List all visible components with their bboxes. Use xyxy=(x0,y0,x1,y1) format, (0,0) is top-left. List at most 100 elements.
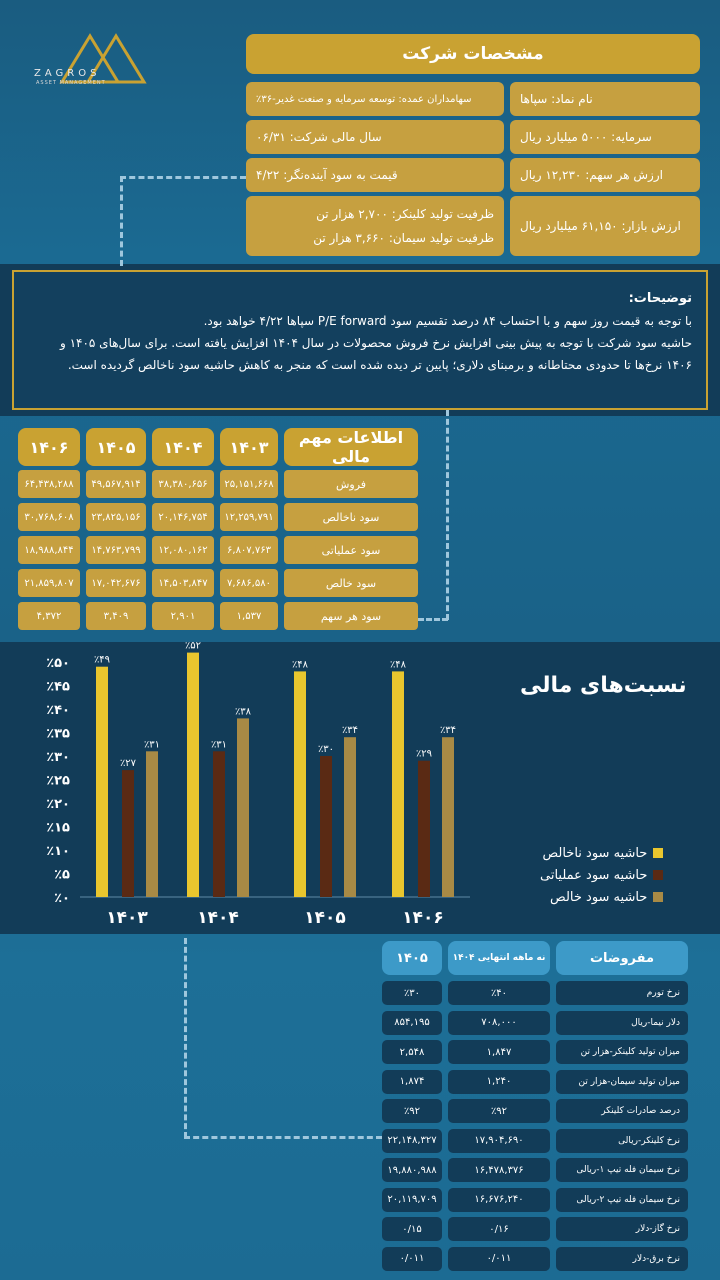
spec-market-value: ارزش بازار: ۶۱,۱۵۰ میلیارد ریال xyxy=(510,196,700,256)
bar-data-label: ٪۴۸ xyxy=(292,659,309,670)
bar-data-label: ٪۳۴ xyxy=(342,725,358,736)
bar xyxy=(392,671,404,897)
bar xyxy=(122,770,134,897)
fin-cell-value: ۴۹,۵۶۷,۹۱۴ xyxy=(86,470,146,498)
assumption-value-1405: ۱,۸۷۴ xyxy=(382,1069,442,1094)
assumption-label: میزان تولید کلینکر-هزار تن xyxy=(556,1040,688,1064)
bar xyxy=(344,737,356,897)
explanation-line: ۱۴۰۶ نرخ‌ها تا حدودی محتاطانه و برمبنای … xyxy=(67,358,692,372)
spec-capital: سرمایه: ۵۰۰۰ میلیارد ریال xyxy=(510,120,700,154)
assumption-label: نرخ گاز-دلار xyxy=(556,1217,688,1241)
financial-ratios-chart: ٪۰ ٪۵ ٪۱۰ ٪۱۵ ٪۲۰ ٪۲۵ ٪۳۰ ٪۳۵ ٪۴۰ ٪۴۵ ٪۵۰ ٪۴۹ ٪۲۷ ٪۳۱… xyxy=(46,642,470,928)
assumption-value-1405: ۲,۵۴۸ xyxy=(382,1040,442,1064)
legend-swatch xyxy=(653,870,664,880)
fin-row-label: سود خالص xyxy=(284,569,418,597)
fin-year-header: ۱۴۰۵ xyxy=(86,428,146,466)
fin-row-label: فروش xyxy=(284,470,418,498)
bar-data-label: ٪۲۷ xyxy=(120,758,137,769)
logo-subtitle: ASSET MANAGEMENT xyxy=(36,80,106,86)
spec-title: مشخصات شرکت xyxy=(246,34,700,74)
assumption-label: درصد صادرات کلینکر xyxy=(556,1099,688,1123)
fin-cell-value: ۲۰,۱۴۶,۷۵۴ xyxy=(152,503,214,531)
spec-fiscal-year: سال مالی شرکت: ۰۶/۳۱ xyxy=(246,120,504,154)
spec-capacity-box: ظرفیت تولید کلینکر: ۲,۷۰۰ هزار تن ظرفیت … xyxy=(246,196,504,256)
fin-cell-value: ۱۴,۷۶۳,۷۹۹ xyxy=(86,536,146,564)
fin-table-header: اطلاعات مهم مالی xyxy=(284,428,418,466)
y-tick-label: ٪۱۰ xyxy=(46,844,70,859)
fin-cell-value: ۲۵,۱۵۱,۶۶۸ xyxy=(220,470,278,498)
legend-swatch xyxy=(653,892,664,902)
fin-cell-value: ۲۱,۸۵۹,۸۰۷ xyxy=(18,569,80,597)
chart-title: نسبت‌های مالی xyxy=(520,673,687,698)
spec-shareholders: سهامداران عمده: توسعه سرمایه و صنعت غدیر… xyxy=(246,82,504,116)
assumptions-header: مفروضات xyxy=(556,941,688,975)
fin-year-header: ۱۴۰۴ xyxy=(152,428,214,466)
assumption-label: نرخ کلینکر-ریالی xyxy=(556,1128,688,1153)
explanation-line: حاشیه سود شرکت با توجه به پیش بینی افزای… xyxy=(59,336,692,350)
assumption-value-1404: ۰/۱۶ xyxy=(448,1217,550,1241)
bar-data-label: ٪۲۹ xyxy=(416,749,432,760)
fin-cell-value: ۱۴,۵۰۳,۸۴۷ xyxy=(152,569,214,597)
bar-data-label: ٪۴۹ xyxy=(94,655,110,666)
assumption-label: نرخ سیمان فله تیپ ۲-ریالی xyxy=(556,1187,688,1212)
fin-cell-value: ۱,۵۳۷ xyxy=(220,602,278,630)
fin-cell-value: ۳,۴۰۹ xyxy=(86,602,146,630)
assumptions-col-header: ۱۴۰۵ xyxy=(382,941,442,975)
connector-line xyxy=(446,410,449,620)
spec-share-value: ارزش هر سهم: ۱۲,۲۳۰ ریال xyxy=(510,158,700,192)
fin-row-label: سود ناخالص xyxy=(284,503,418,531)
explanation-box: توضیحات: با توجه به قیمت روز سهم و با اح… xyxy=(12,270,708,410)
assumption-value-1404: ۱,۲۴۰ xyxy=(448,1069,550,1094)
assumption-value-1405: ۸۵۴,۱۹۵ xyxy=(382,1010,442,1035)
bar-data-label: ٪۳۰ xyxy=(318,744,334,755)
bar-data-label: ٪۵۲ xyxy=(185,642,201,652)
legend-item: حاشیه سود ناخالص xyxy=(540,842,664,864)
chart-band xyxy=(0,642,720,934)
bar xyxy=(442,737,454,897)
fin-cell-value: ۷,۶۸۶,۵۸۰ xyxy=(220,569,278,597)
legend-item: حاشیه سود خالص xyxy=(540,886,664,908)
legend-label: حاشیه سود ناخالص xyxy=(542,845,648,861)
x-tick-label: ۱۴۰۶ xyxy=(402,908,444,928)
y-tick-label: ٪۳۵ xyxy=(46,727,70,742)
fin-cell-value: ۶,۸۰۷,۷۶۳ xyxy=(220,536,278,564)
assumption-value-1404: ۷۰۸,۰۰۰ xyxy=(448,1010,550,1035)
y-tick-label: ٪۰ xyxy=(54,891,70,906)
spec-cement-capacity: ظرفیت تولید سیمان: ۳,۶۶۰ هزار تن xyxy=(313,231,494,245)
y-tick-label: ٪۴۵ xyxy=(46,680,70,695)
spec-pe: قیمت به سود آینده‌نگر: ۴/۲۲ xyxy=(246,158,504,192)
assumption-value-1405: ٪۳۰ xyxy=(382,981,442,1005)
assumption-label: میزان تولید سیمان-هزار تن xyxy=(556,1069,688,1094)
y-tick-label: ٪۱۵ xyxy=(46,821,70,836)
bar-data-label: ٪۳۴ xyxy=(440,725,456,736)
explanation-line: با توجه به قیمت روز سهم و با احتساب ۸۴ د… xyxy=(203,314,692,328)
chart-legend: حاشیه سود ناخالص حاشیه سود عملیاتی حاشیه… xyxy=(540,842,664,908)
fin-year-header: ۱۴۰۶ xyxy=(18,428,80,466)
y-tick-label: ٪۳۰ xyxy=(46,750,70,765)
assumption-value-1405: ٪۹۲ xyxy=(382,1099,442,1123)
bar-data-label: ٪۳۱ xyxy=(211,739,227,750)
assumption-value-1405: ۰/۱۵ xyxy=(382,1217,442,1241)
x-tick-label: ۱۴۰۳ xyxy=(106,908,148,928)
spec-clinker-capacity: ظرفیت تولید کلینکر: ۲,۷۰۰ هزار تن xyxy=(316,207,494,221)
assumption-value-1404: ۱۶,۶۷۶,۲۴۰ xyxy=(448,1187,550,1212)
x-tick-label: ۱۴۰۴ xyxy=(197,908,239,928)
bar xyxy=(320,756,332,897)
y-tick-label: ٪۵۰ xyxy=(46,656,70,671)
assumption-label: نرخ برق-دلار xyxy=(556,1246,688,1271)
connector-line xyxy=(120,176,246,179)
fin-cell-value: ۴,۳۷۲ xyxy=(18,602,80,630)
bar-data-label: ٪۳۸ xyxy=(235,706,252,717)
assumption-value-1404: ۰/۰۱۱ xyxy=(448,1246,550,1271)
assumption-label: نرخ سیمان فله تیپ ۱-ریالی xyxy=(556,1158,688,1182)
assumption-value-1404: ٪۹۲ xyxy=(448,1099,550,1123)
assumption-value-1404: ۱۶,۴۷۸,۳۷۶ xyxy=(448,1158,550,1182)
fin-row-label: سود عملیاتی xyxy=(284,536,418,564)
assumption-label: دلار نیما-ریال xyxy=(556,1010,688,1035)
legend-label: حاشیه سود عملیاتی xyxy=(540,867,648,883)
connector-line xyxy=(120,176,123,266)
fin-cell-value: ۲,۹۰۱ xyxy=(152,602,214,630)
assumption-value-1405: ۲۲,۱۴۸,۳۲۷ xyxy=(382,1128,442,1153)
explanation-title: توضیحات: xyxy=(628,291,692,306)
